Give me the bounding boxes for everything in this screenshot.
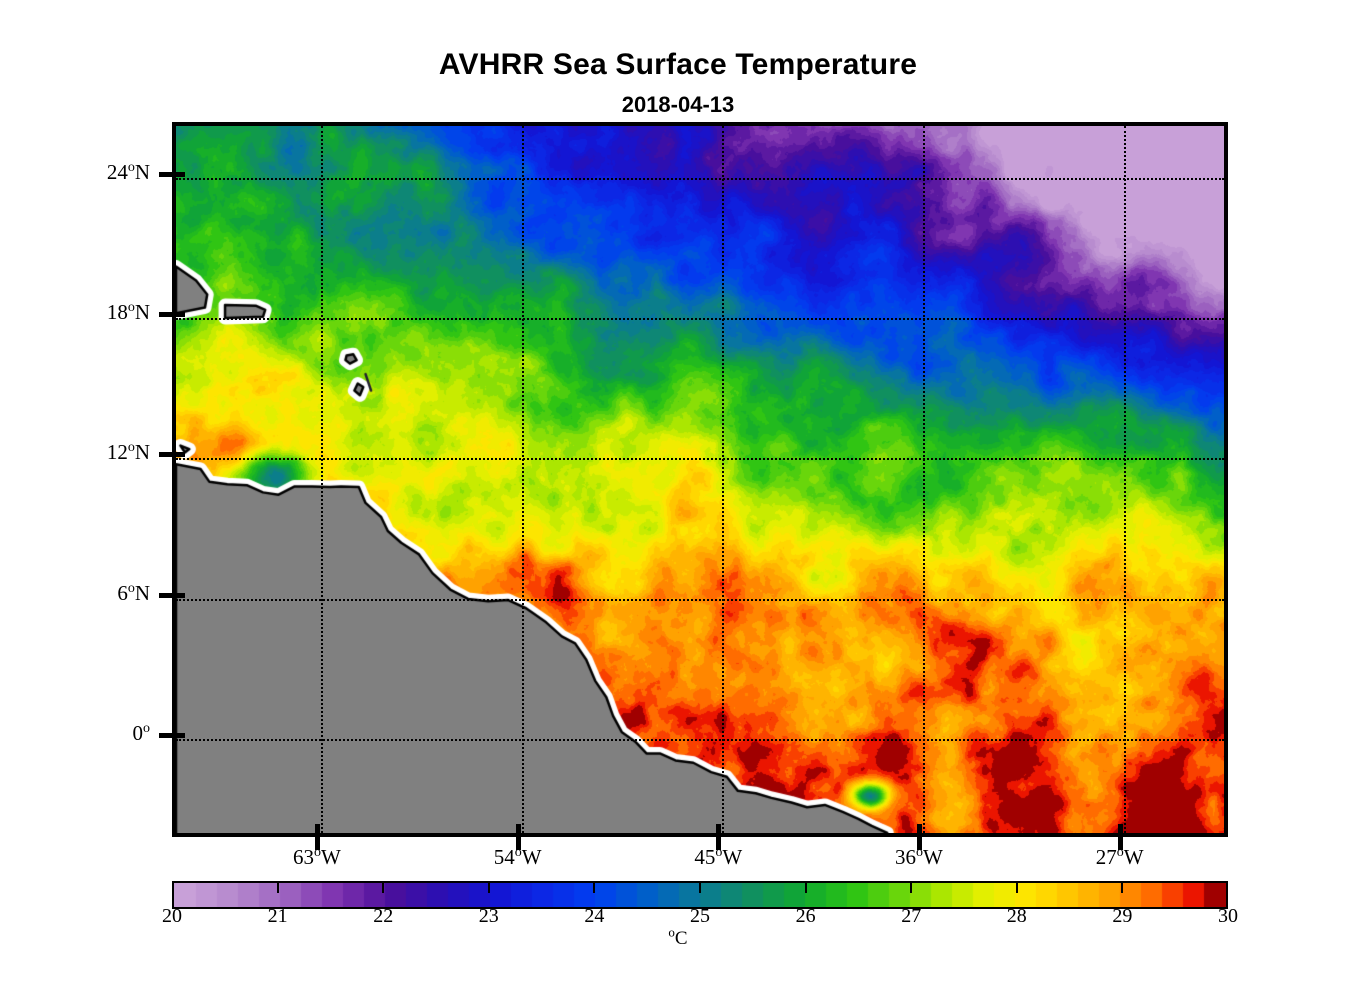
- x-tick-63°W: [314, 837, 320, 850]
- y-tick-0°: [159, 733, 172, 739]
- y-tick-label-6°N: 6oN: [117, 580, 150, 605]
- y-tick-12°N: [172, 452, 185, 458]
- colorbar-unit-label: oC: [668, 924, 688, 949]
- colorbar-tick-24: [593, 881, 596, 893]
- x-tick-45°W: [716, 824, 722, 837]
- x-tick-54°W: [515, 837, 521, 850]
- y-tick-12°N: [159, 452, 172, 458]
- colorbar-label-26: 26: [795, 905, 816, 927]
- x-tick-27°W: [1117, 837, 1123, 850]
- colorbar-label-23: 23: [478, 905, 499, 927]
- colorbar-label-28: 28: [1006, 905, 1027, 927]
- colorbar-tick-21: [276, 881, 279, 893]
- y-tick-0°: [172, 733, 185, 739]
- colorbar-tick-27: [910, 881, 913, 893]
- colorbar-label-27: 27: [901, 905, 922, 927]
- colorbar-label-20: 20: [162, 905, 182, 927]
- y-tick-6°N: [172, 592, 185, 598]
- y-tick-label-24°N: 24oN: [106, 159, 150, 184]
- y-tick-6°N: [159, 592, 172, 598]
- x-tick-label-27°W: 27oW: [1095, 845, 1144, 869]
- y-tick-24°N: [159, 171, 172, 177]
- x-tick-27°W: [1117, 824, 1123, 837]
- x-tick-label-63°W: 63oW: [293, 845, 341, 869]
- x-tick-label-36°W: 36oW: [895, 845, 943, 869]
- x-tick-54°W: [515, 824, 521, 837]
- landmask-canvas: [176, 126, 1224, 833]
- map-canvas-container: [176, 126, 1224, 833]
- colorbar-tick-25: [699, 881, 701, 893]
- map-plot-area: [172, 122, 1228, 837]
- x-tick-45°W: [716, 837, 722, 850]
- colorbar-label-21: 21: [267, 905, 288, 927]
- colorbar-label-24: 24: [584, 905, 605, 927]
- y-tick-label-18°N: 18oN: [106, 299, 150, 324]
- page-subtitle: 2018-04-13: [621, 92, 735, 117]
- x-tick-label-45°W: 45oW: [694, 845, 743, 869]
- x-tick-36°W: [916, 824, 922, 837]
- colorbar-tick-26: [804, 881, 807, 893]
- colorbar-tick-28: [1015, 881, 1018, 893]
- colorbar-tick-29: [1121, 881, 1124, 893]
- colorbar-label-30: 30: [1218, 905, 1238, 927]
- colorbar-label-29: 29: [1112, 905, 1133, 927]
- y-tick-label-0°: 0o: [132, 721, 151, 746]
- y-tick-18°N: [172, 311, 185, 317]
- x-tick-label-54°W: 54oW: [493, 845, 542, 869]
- y-tick-18°N: [159, 311, 172, 317]
- colorbar-label-25: 25: [690, 905, 710, 927]
- y-tick-24°N: [172, 171, 185, 177]
- page-title: AVHRR Sea Surface Temperature: [438, 48, 918, 81]
- colorbar-tick-23: [487, 881, 490, 893]
- colorbar-tick-22: [382, 881, 385, 893]
- x-tick-36°W: [916, 837, 922, 850]
- x-tick-63°W: [314, 824, 320, 837]
- y-tick-label-12°N: 12oN: [106, 440, 150, 465]
- colorbar-label-22: 22: [373, 905, 394, 927]
